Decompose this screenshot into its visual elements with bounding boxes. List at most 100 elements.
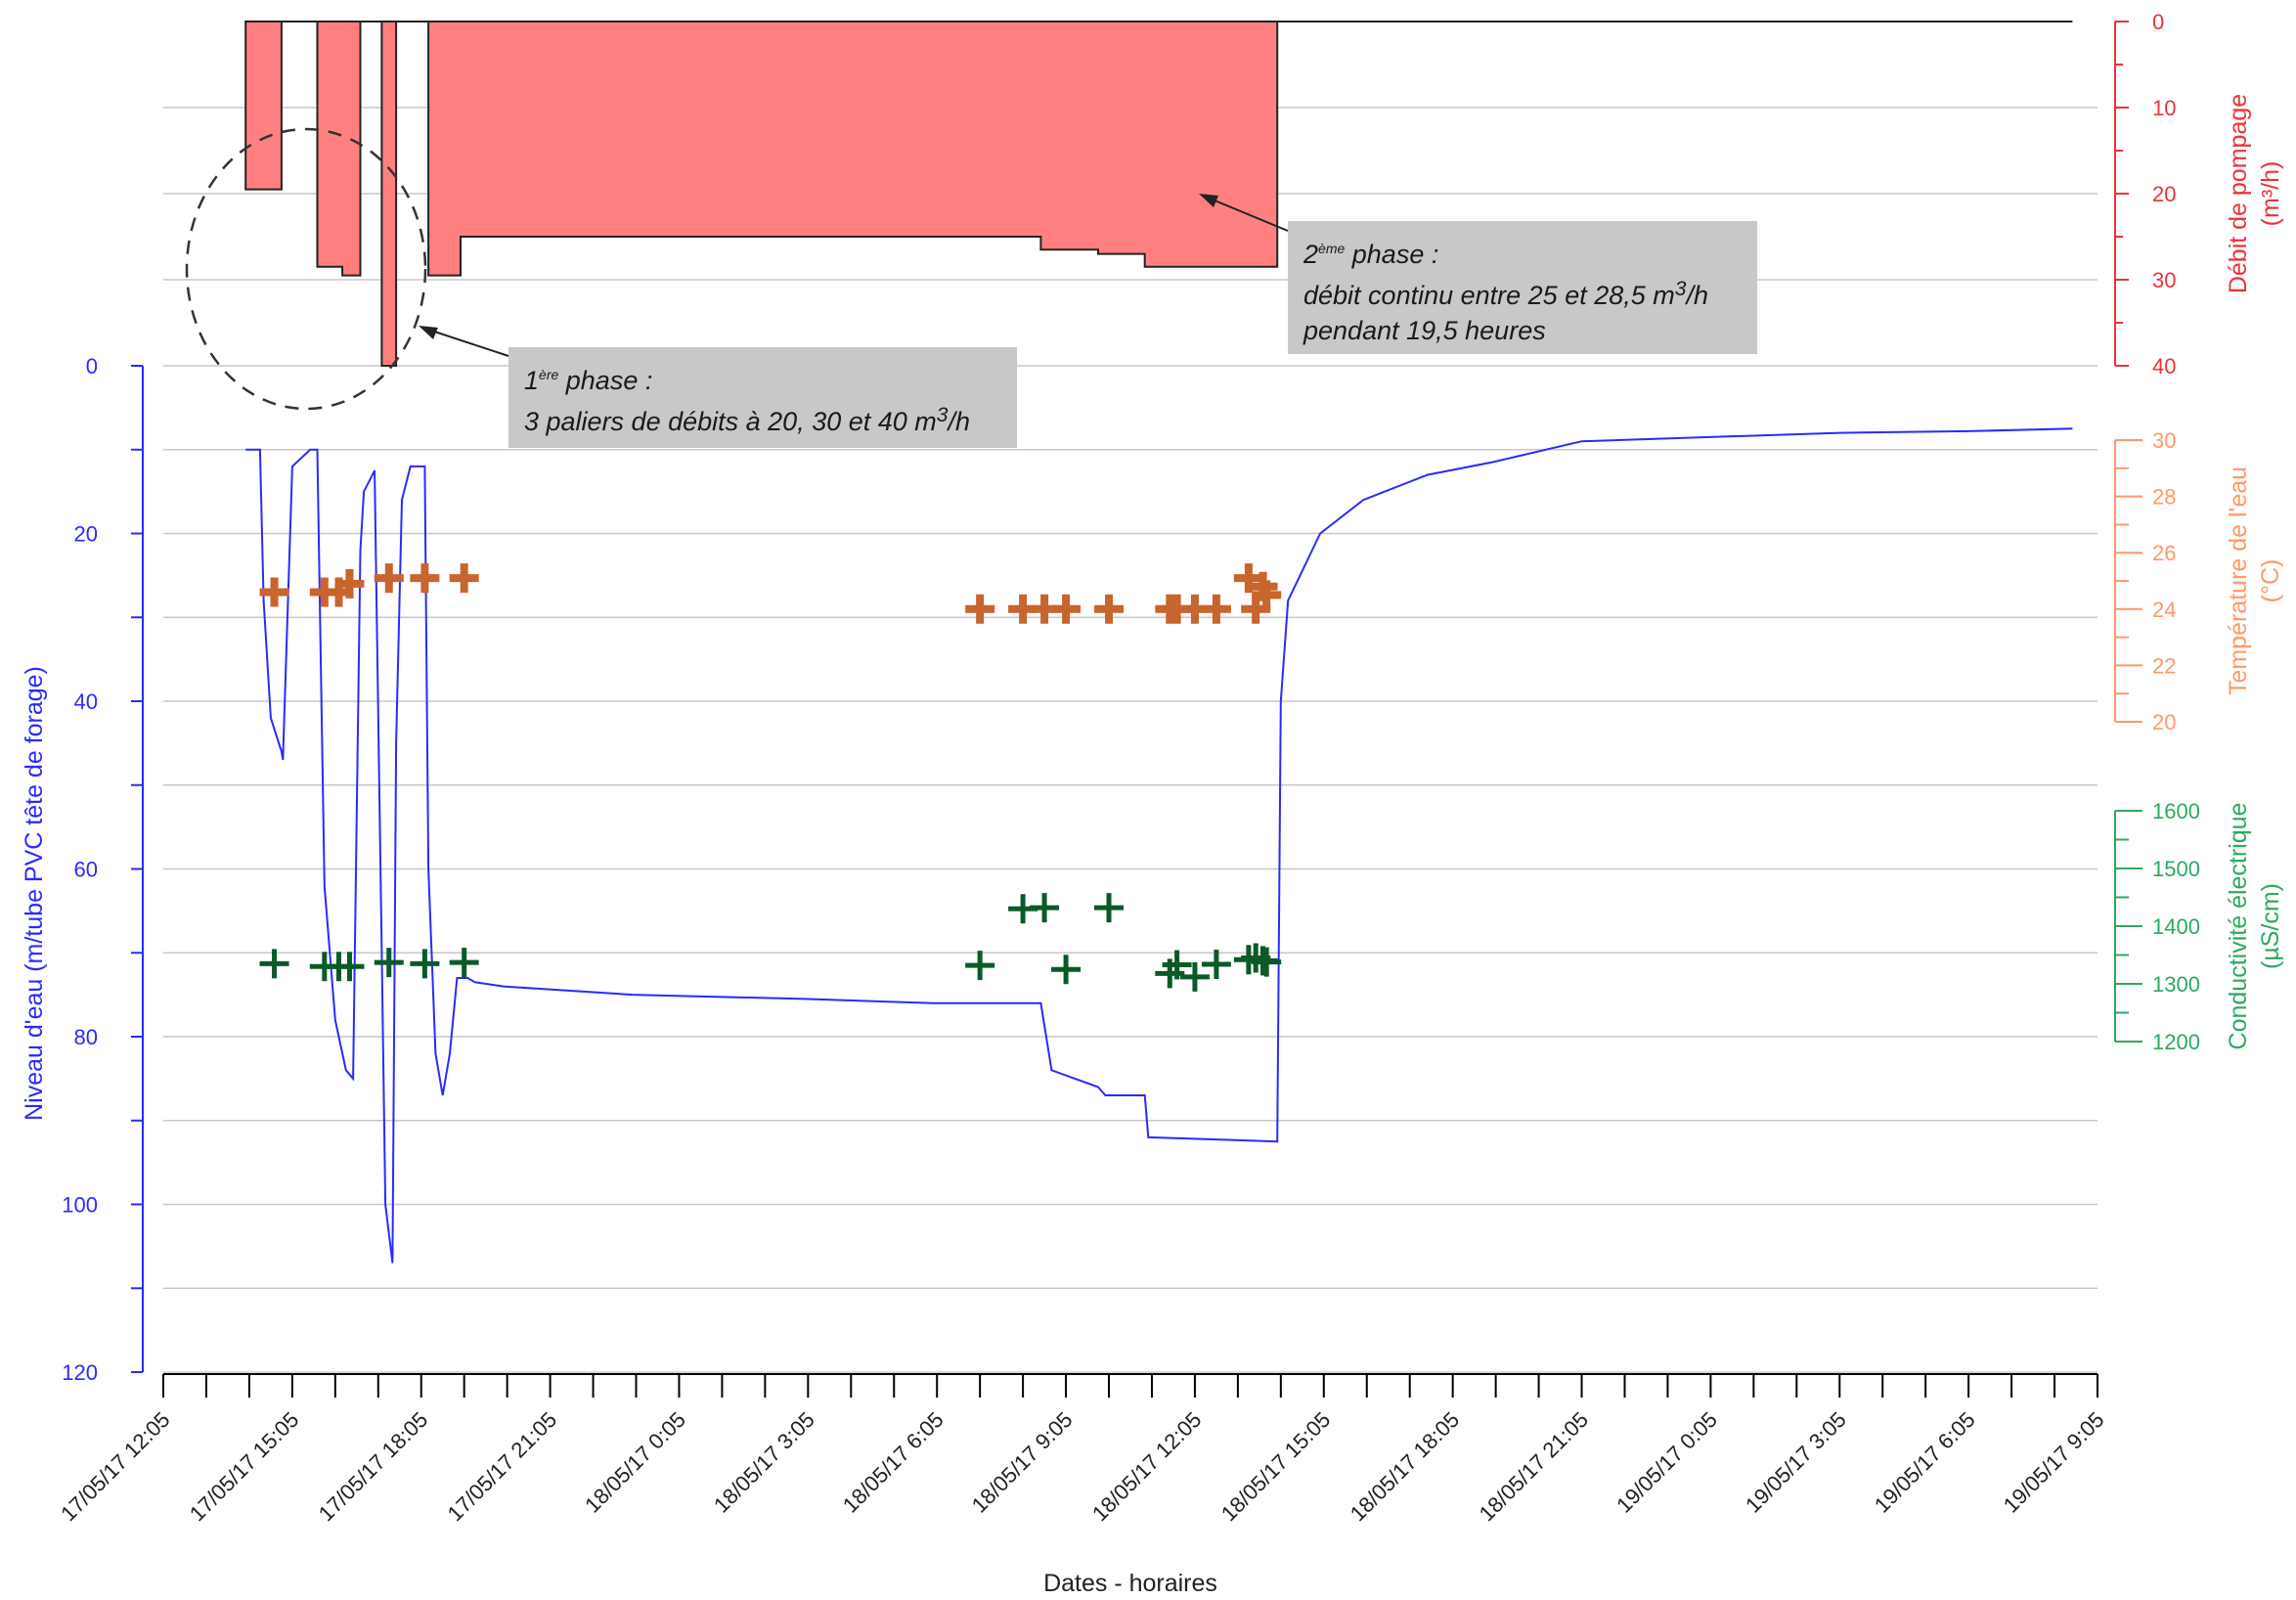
x-tick-label: 18/05/17 15:05 <box>1216 1407 1335 1526</box>
conductivity-point <box>449 948 479 978</box>
flow-tick-label: 30 <box>2152 268 2176 292</box>
x-tick-label: 18/05/17 6:05 <box>838 1407 949 1518</box>
conductivity-point <box>334 952 365 982</box>
flow-rate-area <box>244 21 2073 367</box>
conductivity-point <box>1162 950 1192 980</box>
conductivity-tick-label: 1500 <box>2152 857 2200 881</box>
level-tick-label: 20 <box>74 522 98 547</box>
x-tick-label: 17/05/17 18:05 <box>314 1407 432 1526</box>
temperature-tick-label: 28 <box>2152 485 2176 510</box>
temperature-points <box>259 563 1282 624</box>
temperature-tick-label: 26 <box>2152 541 2176 565</box>
flow-tick-label: 20 <box>2152 182 2176 206</box>
conductivity-axis-unit: (µS/cm) <box>2257 883 2284 969</box>
phase1-word: phase : <box>558 366 653 395</box>
conductivity-point <box>259 949 289 979</box>
grid-lines <box>163 107 2097 1373</box>
water-level-line <box>245 427 2073 1264</box>
x-tick-label: 19/05/17 6:05 <box>1870 1407 1980 1518</box>
temperature-point <box>1252 580 1282 610</box>
conductivity-tick-label: 1200 <box>2152 1030 2200 1054</box>
level-tick-label: 100 <box>62 1193 98 1218</box>
phase1-arrow-head <box>419 326 438 339</box>
temperature-tick-label: 24 <box>2152 598 2176 622</box>
temperature-tick-label: 22 <box>2152 653 2176 678</box>
phase1-unit-sup: 3 <box>936 404 949 426</box>
conductivity-points <box>259 893 1282 992</box>
x-tick-label: 17/05/17 15:05 <box>185 1407 303 1526</box>
conductivity-point <box>1030 893 1060 923</box>
temperature-point <box>965 594 995 624</box>
conductivity-point <box>1094 893 1125 923</box>
level-tick-label: 40 <box>74 689 98 714</box>
x-tick-label: 19/05/17 9:05 <box>1999 1407 2109 1518</box>
phase1-superscript: ère <box>539 367 559 382</box>
phase2-unit-sup: 3 <box>1674 278 1687 300</box>
temperature-point <box>1051 594 1082 624</box>
phase2-unit-end: /h <box>1686 281 1708 310</box>
conductivity-tick-label: 1400 <box>2152 914 2200 939</box>
phase1-text: 3 paliers de débits à 20, 30 et 40 m <box>524 407 937 436</box>
x-axis-title: Dates - horaires <box>1043 1570 1217 1597</box>
level-axis-title: Niveau d'eau (m/tube PVC tête de forage) <box>21 666 48 1121</box>
temperature-tick-label: 20 <box>2152 710 2176 734</box>
temperature-point <box>410 563 440 594</box>
temperature-tick-label: 30 <box>2152 428 2176 453</box>
level-tick-label: 120 <box>62 1360 98 1385</box>
phase1-number: 1 <box>524 366 540 395</box>
x-tick-label: 18/05/17 9:05 <box>967 1407 1078 1518</box>
x-tick-label: 19/05/17 0:05 <box>1612 1407 1722 1518</box>
phase1-dashed-circle <box>185 127 427 411</box>
conductivity-point <box>374 948 404 978</box>
temperature-point <box>1201 594 1231 624</box>
flow-tick-label: 10 <box>2152 96 2176 120</box>
phase1-arrow-line <box>421 327 509 357</box>
temperature-point <box>259 577 289 607</box>
conductivity-point <box>1179 961 1210 992</box>
flow-axis-unit: (m³/h) <box>2257 161 2284 227</box>
conductivity-axis-title: Conductivité électrique <box>2225 803 2252 1050</box>
x-tick-label: 18/05/17 18:05 <box>1346 1407 1464 1526</box>
temperature-axis-unit: (°C) <box>2257 559 2284 603</box>
phase2-arrow-head <box>1199 194 1218 207</box>
x-tick-label: 18/05/17 0:05 <box>580 1407 690 1518</box>
phase2-superscript: ème <box>1318 241 1346 256</box>
conductivity-point <box>965 951 995 981</box>
phase2-annotation: 2ème phase : débit continu entre 25 et 2… <box>1288 221 1757 354</box>
phase1-unit-end: /h <box>948 407 970 436</box>
level-tick-label: 0 <box>86 354 98 378</box>
flow-rate-area <box>244 21 2073 367</box>
axes <box>131 21 2142 1398</box>
x-tick-label: 17/05/17 12:05 <box>56 1407 174 1526</box>
phase1-annotation: 1ère phase : 3 paliers de débits à 20, 3… <box>508 347 1017 448</box>
x-tick-label: 18/05/17 3:05 <box>709 1407 819 1518</box>
flow-tick-label: 40 <box>2152 354 2176 378</box>
conductivity-tick-label: 1600 <box>2152 799 2200 823</box>
conductivity-tick-label: 1300 <box>2152 972 2200 997</box>
level-tick-label: 80 <box>74 1025 98 1049</box>
x-tick-label: 18/05/17 21:05 <box>1475 1407 1593 1526</box>
level-tick-label: 60 <box>74 858 98 882</box>
flow-axis-title: Débit de pompage <box>2225 94 2252 293</box>
phase2-word: phase : <box>1345 240 1439 269</box>
x-tick-label: 17/05/17 21:05 <box>443 1407 561 1526</box>
temperature-axis-title: Température de l'eau <box>2225 467 2252 695</box>
x-tick-label: 19/05/17 3:05 <box>1741 1407 1851 1518</box>
phase2-text-a: débit continu entre 25 et 28,5 m <box>1303 281 1675 310</box>
x-tick-label: 18/05/17 12:05 <box>1087 1407 1206 1526</box>
temperature-point <box>334 568 365 599</box>
temperature-point <box>374 563 404 594</box>
conductivity-point <box>1051 955 1082 985</box>
temperature-point <box>1094 594 1125 624</box>
conductivity-point <box>1201 949 1231 979</box>
phase2-text-b: pendant 19,5 heures <box>1303 316 1546 345</box>
temperature-point <box>449 563 479 594</box>
conductivity-point <box>410 949 440 979</box>
flow-tick-label: 0 <box>2152 10 2164 34</box>
phase2-arrow-line <box>1202 195 1289 232</box>
conductivity-point <box>1252 947 1282 977</box>
callout-shapes <box>185 127 1289 411</box>
water-level-series <box>245 427 2073 1264</box>
phase2-number: 2 <box>1303 240 1319 269</box>
